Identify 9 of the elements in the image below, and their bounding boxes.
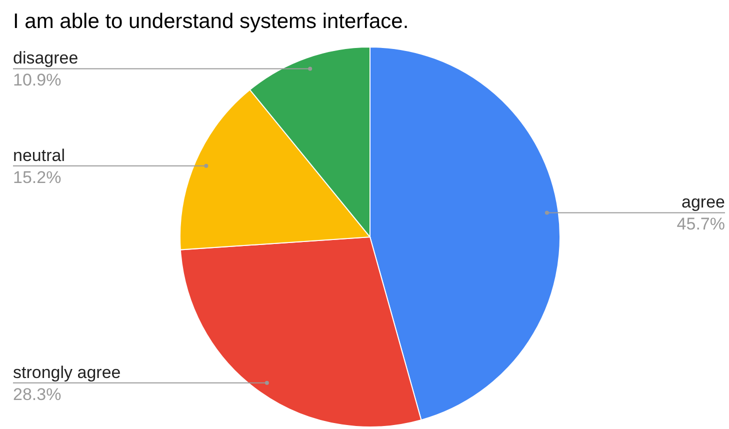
slice-label: disagree xyxy=(13,48,78,68)
slice-label: strongly agree xyxy=(13,362,121,382)
slice-label: agree xyxy=(682,192,725,212)
data-label: 15.2% xyxy=(13,168,62,187)
chart-title: I am able to understand systems interface. xyxy=(13,10,409,33)
data-label: 45.7% xyxy=(676,214,725,234)
slice-label: neutral xyxy=(13,146,65,165)
data-label: 10.9% xyxy=(13,70,62,90)
data-label: 28.3% xyxy=(13,384,62,404)
